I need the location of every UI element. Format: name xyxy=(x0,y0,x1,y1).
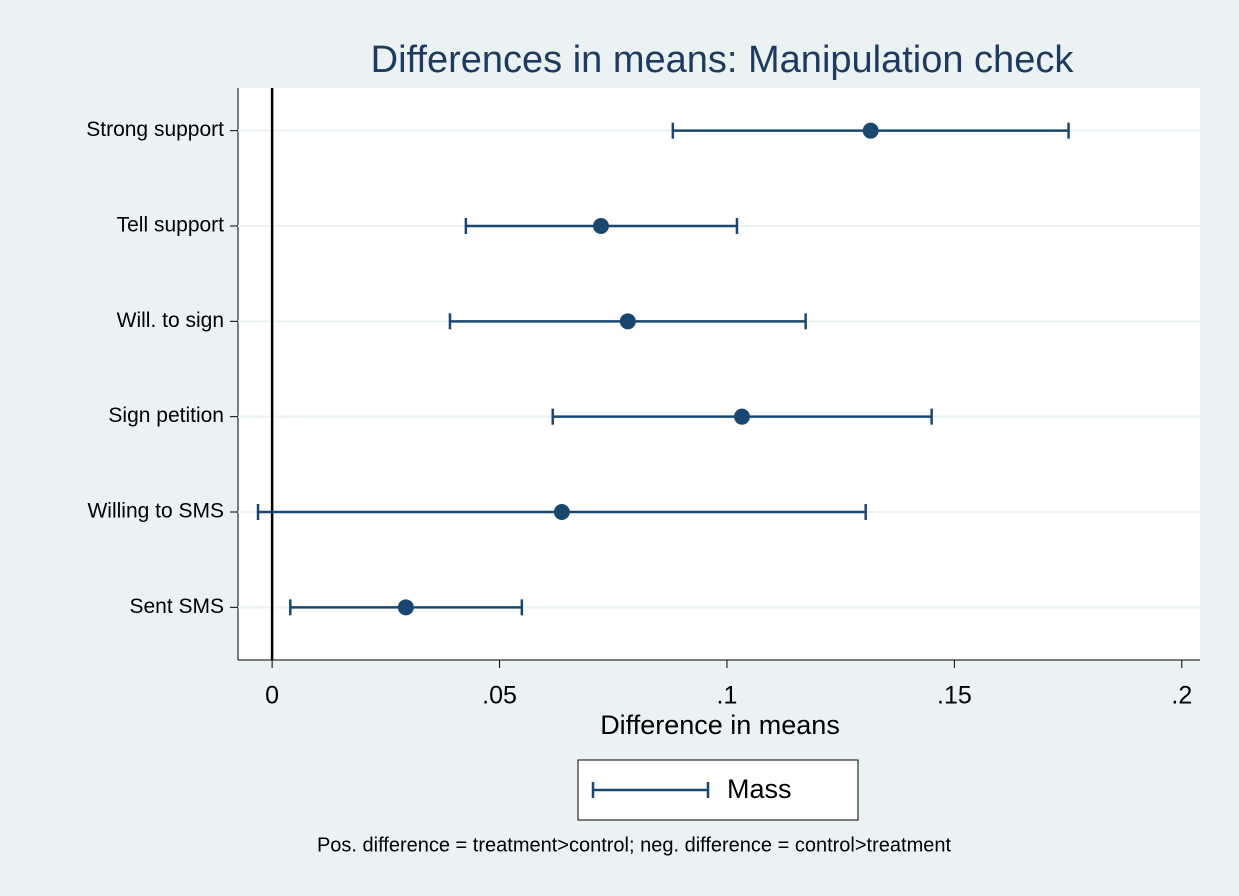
note: Pos. difference = treatment>control; neg… xyxy=(317,834,952,856)
x-tick-label: .05 xyxy=(482,682,517,710)
point xyxy=(862,122,879,139)
chart-title: Differences in means: Manipulation check xyxy=(371,39,1075,81)
legend-label: Mass xyxy=(727,774,792,804)
point xyxy=(553,504,570,520)
y-tick-label: Willing to SMS xyxy=(87,500,224,523)
x-tick-label: 0 xyxy=(265,682,279,710)
y-tick-label: Sign petition xyxy=(108,404,224,427)
x-tick-label: .2 xyxy=(1171,682,1192,710)
point xyxy=(397,599,414,616)
x-tick-label: .1 xyxy=(717,682,738,710)
plot-area xyxy=(238,88,1200,660)
y-tick-label: Tell support xyxy=(117,214,225,237)
x-axis-label: Difference in means xyxy=(600,710,840,740)
x-tick-label: .15 xyxy=(937,682,972,710)
y-tick-label: Sent SMS xyxy=(129,595,224,618)
point xyxy=(592,218,609,234)
point xyxy=(733,408,750,425)
legend-box xyxy=(577,759,859,821)
point xyxy=(619,313,636,330)
y-tick-label: Strong support xyxy=(86,118,224,141)
y-tick-label: Will. to sign xyxy=(117,309,224,332)
